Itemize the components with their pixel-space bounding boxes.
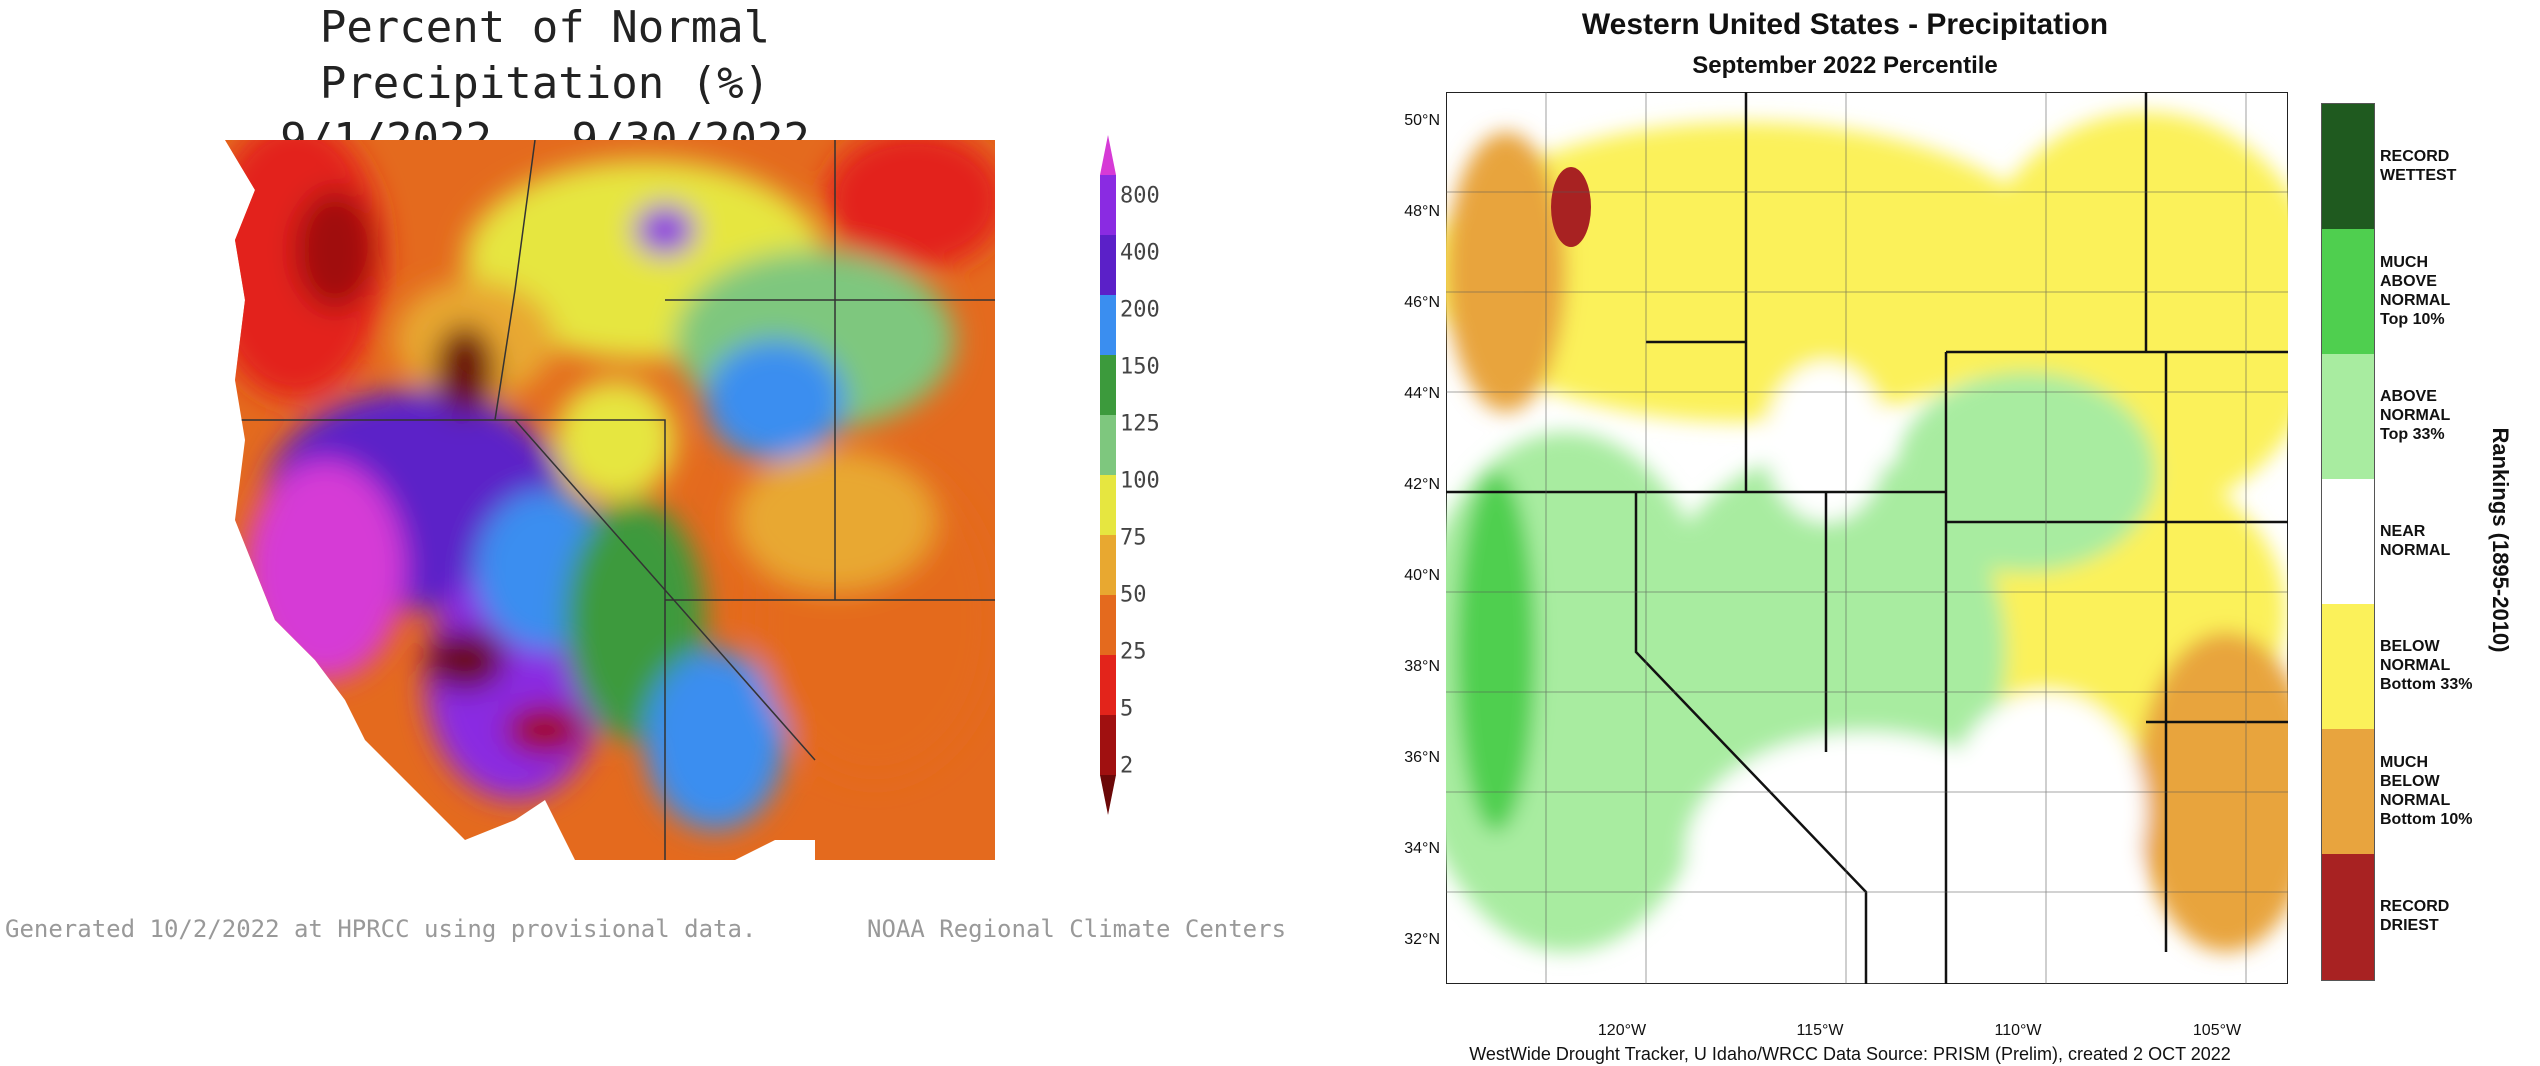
legend-segment: [1100, 715, 1116, 776]
legend-segment: [1100, 355, 1116, 416]
legend-cap-bottom: [1100, 775, 1116, 815]
right-footer-credit: WestWide Drought Tracker, U Idaho/WRCC D…: [1469, 1044, 2231, 1064]
legend-label-line: NORMAL: [2380, 541, 2451, 559]
legend-label-75: 75: [1120, 525, 1147, 551]
legend-label-150: 150: [1120, 354, 1160, 380]
rankings-axis-title: Rankings (1895-2010): [2488, 427, 2513, 653]
legend-swatch-record-wettest: [2322, 104, 2374, 229]
legend-label-line: WETTEST: [2380, 166, 2457, 184]
legend-label-line: Top 33%: [2380, 426, 2445, 443]
legend-label-line: RECORD: [2380, 897, 2450, 915]
lat-label-32: 32°N: [1404, 931, 1440, 948]
legend-segment: [1100, 475, 1116, 536]
legend-segment: [1100, 295, 1116, 356]
legend-label-200: 200: [1120, 297, 1160, 323]
legend-swatch-much-above-normal: [2322, 229, 2374, 354]
legend-label-line: MUCH: [2380, 253, 2428, 271]
legend-label-line: BELOW: [2380, 638, 2440, 655]
legend-segment: [1100, 175, 1116, 236]
legend-label-3: NEAR NORMAL: [2380, 522, 2450, 560]
left-footer-generated: Generated 10/2/2022 at HPRCC using provi…: [5, 915, 757, 943]
legend-label-125: 125: [1120, 411, 1160, 437]
legend-label-25: 25: [1120, 639, 1147, 665]
legend-label-5: 5: [1120, 696, 1134, 722]
legend-label-line: ABOVE: [2380, 388, 2437, 405]
legend-swatch-below-normal: [2322, 604, 2374, 729]
lat-label-38: 38°N: [1404, 658, 1440, 675]
legend-label-4: BELOW NORMAL Bottom 33%: [2380, 637, 2472, 694]
legend-label-line: Bottom 33%: [2380, 676, 2473, 693]
legend-label-line: Top 10%: [2380, 310, 2445, 328]
percent-legend-colorbar: [1100, 135, 1116, 815]
percent-legend-labels: 800 400 200 150 125 100 75 50 25 5 2: [1120, 0, 1220, 1066]
legend-segment: [1100, 235, 1116, 296]
legend-swatch-record-driest: [2322, 854, 2374, 980]
lon-label-110: 110°W: [1994, 1022, 2042, 1039]
lat-label-50: 50°N: [1404, 112, 1440, 129]
legend-label-line: ABOVE: [2380, 272, 2437, 290]
legend-label-line: NORMAL: [2380, 791, 2451, 809]
lat-label-34: 34°N: [1404, 840, 1440, 857]
precip-percentile-map: [1446, 92, 2288, 984]
legend-label-6: RECORD DRIEST: [2380, 897, 2449, 935]
legend-label-2: ABOVE NORMAL Top 33%: [2380, 387, 2450, 444]
legend-label-line: NORMAL: [2380, 407, 2451, 424]
percent-normal-precip-map: [225, 140, 995, 860]
lat-label-36: 36°N: [1404, 749, 1440, 766]
legend-label-100: 100: [1120, 468, 1160, 494]
rankings-legend-colorbar: [2321, 103, 2375, 981]
legend-label-line: Bottom 10%: [2380, 810, 2473, 828]
left-title-line1: Percent of Normal Precipitation (%): [319, 2, 771, 109]
legend-label-50: 50: [1120, 582, 1147, 608]
right-map-subtitle: September 2022 Percentile: [1692, 52, 1998, 79]
legend-label-line: BELOW: [2380, 772, 2440, 790]
legend-label-line: MUCH: [2380, 753, 2428, 771]
legend-label-line: NORMAL: [2380, 657, 2451, 674]
legend-segment: [1100, 415, 1116, 476]
legend-label-line: DRIEST: [2380, 916, 2439, 934]
legend-label-line: NORMAL: [2380, 291, 2451, 309]
legend-segment: [1100, 535, 1116, 596]
legend-swatch-above-normal: [2322, 354, 2374, 479]
lat-label-46: 46°N: [1404, 294, 1440, 311]
lat-label-44: 44°N: [1404, 385, 1440, 402]
legend-segment: [1100, 595, 1116, 656]
left-footer-noaa: NOAA Regional Climate Centers: [867, 915, 1287, 943]
legend-label-0: RECORD WETTEST: [2380, 147, 2456, 185]
legend-label-line: NEAR: [2380, 522, 2426, 540]
lat-label-42: 42°N: [1404, 476, 1440, 493]
legend-swatch-near-normal: [2322, 479, 2374, 604]
lon-label-120: 120°W: [1597, 1022, 1647, 1039]
legend-segment: [1100, 655, 1116, 716]
right-map-title: Western United States - Precipitation: [1581, 8, 2109, 41]
legend-label-1: MUCH ABOVE NORMAL Top 10%: [2380, 253, 2450, 329]
legend-swatch-much-below-normal: [2322, 729, 2374, 854]
lat-label-40: 40°N: [1404, 567, 1440, 584]
lat-label-48: 48°N: [1404, 203, 1440, 220]
legend-label-800: 800: [1120, 183, 1160, 209]
legend-label-2: 2: [1120, 753, 1134, 779]
legend-label-5: MUCH BELOW NORMAL Bottom 10%: [2380, 753, 2472, 829]
lon-label-105: 105°W: [2192, 1022, 2242, 1039]
legend-cap-top: [1100, 135, 1116, 175]
legend-label-400: 400: [1120, 240, 1160, 266]
lon-label-115: 115°W: [1796, 1022, 1844, 1039]
legend-label-line: RECORD: [2380, 147, 2450, 165]
